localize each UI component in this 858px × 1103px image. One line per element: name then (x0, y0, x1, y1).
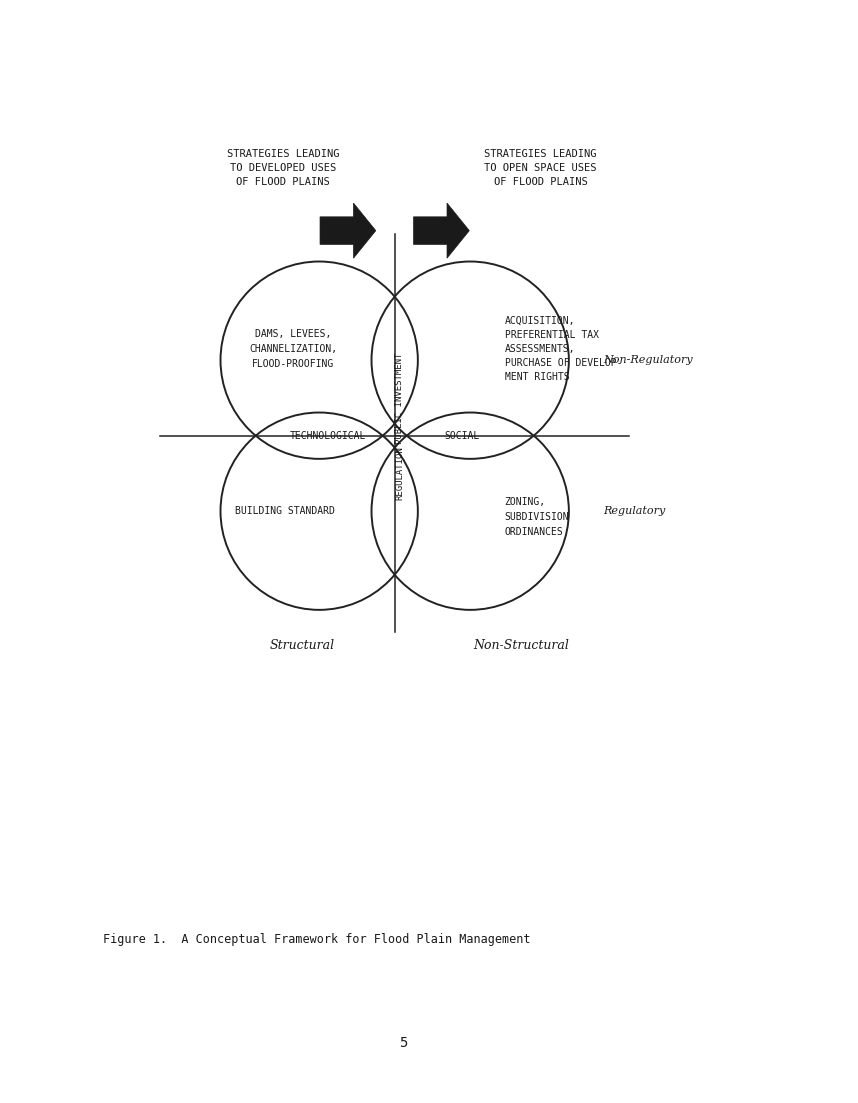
Text: Structural: Structural (269, 639, 335, 652)
Text: DAMS, LEVEES,
CHANNELIZATION,
FLOOD-PROOFING: DAMS, LEVEES, CHANNELIZATION, FLOOD-PROO… (250, 330, 337, 368)
Text: PUBLIC INVESTMENT: PUBLIC INVESTMENT (396, 352, 404, 443)
Text: Non-Regulatory: Non-Regulatory (603, 355, 692, 365)
Text: 5: 5 (399, 1037, 408, 1050)
Text: ACQUISITION,
PREFERENTIAL TAX
ASSESSMENTS,
PURCHASE OF DEVELOP-
MENT RIGHTS: ACQUISITION, PREFERENTIAL TAX ASSESSMENT… (505, 317, 622, 382)
Text: REGULATION: REGULATION (396, 447, 404, 501)
Text: STRATEGIES LEADING
TO DEVELOPED USES
OF FLOOD PLAINS: STRATEGIES LEADING TO DEVELOPED USES OF … (227, 149, 340, 186)
Text: STRATEGIES LEADING
TO OPEN SPACE USES
OF FLOOD PLAINS: STRATEGIES LEADING TO OPEN SPACE USES OF… (484, 149, 597, 186)
Text: Regulatory: Regulatory (603, 506, 666, 516)
Text: SOCIAL: SOCIAL (444, 430, 480, 441)
Text: TECHNOLOGICAL: TECHNOLOGICAL (289, 430, 366, 441)
Text: BUILDING STANDARD: BUILDING STANDARD (235, 506, 335, 516)
Polygon shape (320, 203, 376, 258)
Text: Figure 1.  A Conceptual Framework for Flood Plain Management: Figure 1. A Conceptual Framework for Flo… (103, 933, 530, 946)
Polygon shape (414, 203, 469, 258)
Text: ZONING,
SUBDIVISION
ORDINANCES: ZONING, SUBDIVISION ORDINANCES (505, 497, 569, 536)
Text: Non-Structural: Non-Structural (474, 639, 570, 652)
